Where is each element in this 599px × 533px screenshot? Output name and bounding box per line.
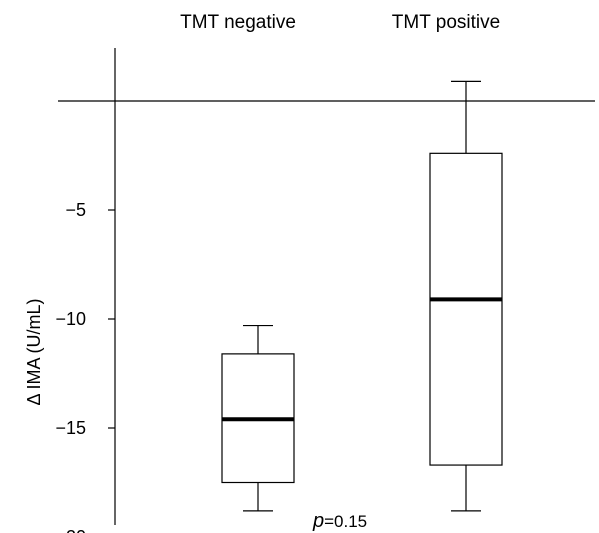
category-label: TMT positive (392, 12, 500, 33)
y-tick-label: −10 (55, 309, 86, 329)
y-tick-label: −20 (55, 527, 86, 533)
p-value-annotation: p=0.15 (312, 510, 367, 532)
labels: TMT negative TMT positive Δ IMA (U/mL) p=0.… (24, 12, 500, 532)
y-tick-label: −15 (55, 418, 86, 438)
p-symbol: p (312, 510, 324, 532)
category-label: TMT negative (180, 12, 296, 33)
y-axis-label: Δ IMA (U/mL) (24, 298, 44, 405)
boxes (221, 80, 503, 512)
box-iqr (429, 152, 503, 466)
y-tick-label: −5 (65, 200, 86, 220)
p-value: =0.15 (324, 512, 367, 531)
axes: −5 −10 −15 −20 (55, 48, 595, 533)
